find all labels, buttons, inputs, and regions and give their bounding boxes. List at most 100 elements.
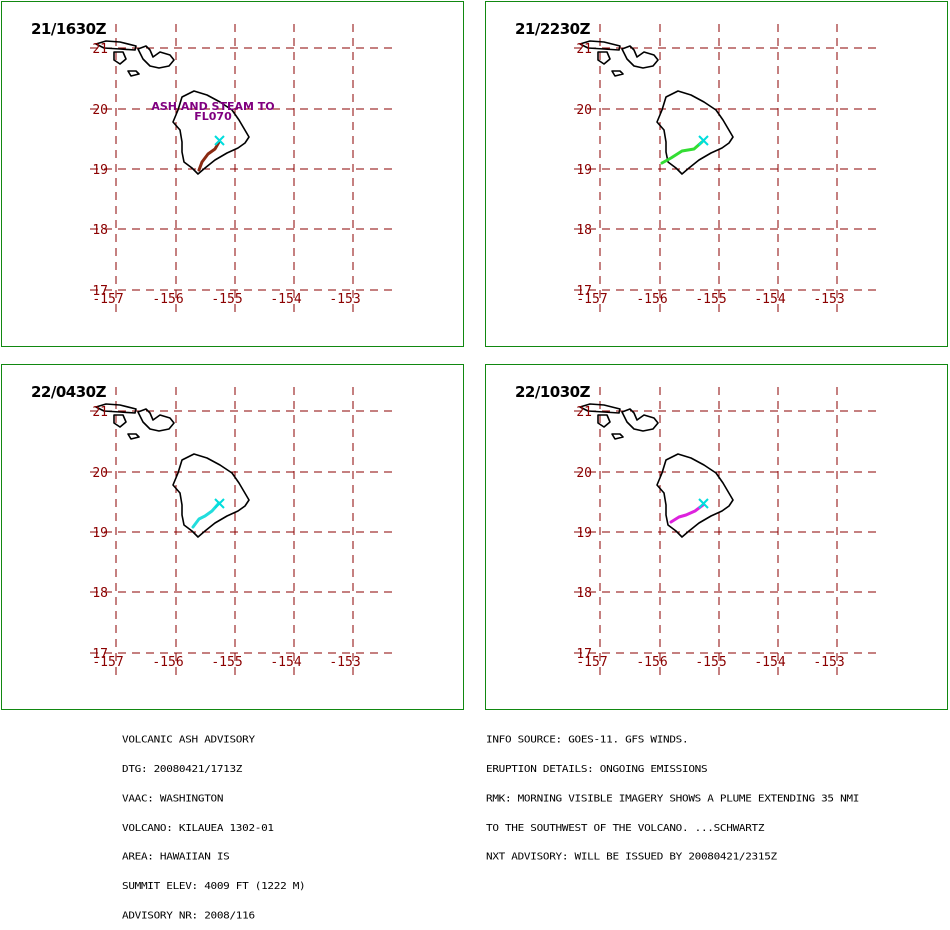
latitude-tick-label: 19 — [92, 526, 108, 541]
longitude-tick-label: -157 — [576, 292, 607, 307]
forecast-panel-1: 21 20 19 18 17 -157 -156 -155 -154 -153 ASH AND ST… — [1, 1, 464, 347]
longitude-tick-label: -154 — [754, 292, 785, 307]
latitude-tick-label: 19 — [576, 163, 592, 178]
molokai-island-outline — [95, 40, 137, 51]
lanai-island-outline — [597, 51, 611, 65]
forecast-panel-4: 21 20 19 18 17 -157 -156 -155 -154 -153 22/1030Z — [485, 364, 948, 710]
info-line: INFO SOURCE: GOES-11. GFS WINDS. — [486, 733, 689, 746]
map-canvas: 21 20 19 18 17-157 -156 -155 -154 -153 — [574, 387, 881, 675]
ash-plume — [669, 503, 705, 524]
kahoolawe-island-outline — [127, 70, 140, 77]
latitude-tick-label: 18 — [576, 223, 592, 238]
latitude-tick-label: 18 — [576, 586, 592, 601]
lanai-island-outline — [113, 51, 127, 65]
longitude-tick-label: -157 — [92, 292, 123, 307]
advisory-header: VOLCANIC ASH ADVISORY DTG: 20080421/1713… — [122, 716, 306, 930]
latitude-tick-label: 17 — [576, 284, 592, 299]
maui-island-outline — [137, 45, 175, 69]
panel-time-label: 22/1030Z — [515, 383, 590, 401]
longitude-tick-label: -155 — [695, 655, 726, 670]
latitude-tick-label: 20 — [576, 103, 592, 118]
volcano-marker — [214, 498, 225, 509]
ash-plume — [197, 140, 221, 172]
longitude-tick-label: -153 — [813, 292, 844, 307]
latitude-tick-label: 19 — [576, 526, 592, 541]
plume-annotation: FL070 — [194, 110, 232, 123]
longitude-tick-label: -154 — [270, 292, 301, 307]
kahoolawe-island-outline — [611, 433, 624, 440]
forecast-panel-3: 21 20 19 18 17 -157 -156 -155 -154 -153 22/0430Z — [1, 364, 464, 710]
forecast-panel-2: 21 20 19 18 17 -157 -156 -155 -154 -153 21/2230Z — [485, 1, 948, 347]
advisory-line: AREA: HAWAIIAN IS — [122, 850, 230, 863]
longitude-tick-label: -153 — [329, 292, 360, 307]
longitude-tick-label: -156 — [636, 292, 667, 307]
longitude-tick-label: -153 — [813, 655, 844, 670]
latitude-tick-label: 17 — [92, 647, 108, 662]
panel-time-label: 21/1630Z — [31, 20, 106, 38]
latitude-tick-label: 18 — [92, 586, 108, 601]
hawaii-island-outline — [656, 90, 734, 175]
volcano-marker-stroke — [214, 498, 225, 509]
advisory-line: SUMMIT ELEV: 4009 FT (1222 M) — [122, 879, 306, 892]
kahoolawe-island-outline — [127, 433, 140, 440]
longitude-tick-label: -156 — [152, 655, 183, 670]
latitude-tick-label: 17 — [92, 284, 108, 299]
ash-plume — [660, 140, 704, 165]
molokai-island-outline — [95, 403, 137, 414]
longitude-tick-label: -154 — [754, 655, 785, 670]
advisory-line: VOLCANIC ASH ADVISORY — [122, 733, 255, 746]
advisory-line: VOLCANO: KILAUEA 1302-01 — [122, 821, 274, 834]
ash-plume — [191, 501, 221, 529]
latitude-tick-label: 19 — [92, 163, 108, 178]
longitude-tick-label: -156 — [152, 292, 183, 307]
latitude-tick-label: 21 — [92, 405, 108, 420]
info-line: NXT ADVISORY: WILL BE ISSUED BY 20080421… — [486, 850, 777, 863]
kahoolawe-island-outline — [611, 70, 624, 77]
latitude-tick-label: 20 — [92, 466, 108, 481]
advisory-line: ADVISORY NR: 2008/116 — [122, 909, 255, 922]
info-line: TO THE SOUTHWEST OF THE VOLCANO. ...SCHW… — [486, 821, 765, 834]
longitude-tick-label: -154 — [270, 655, 301, 670]
molokai-island-outline — [579, 40, 621, 51]
map-canvas: 21 20 19 18 17-157 -156 -155 -154 -153 — [574, 24, 881, 312]
longitude-tick-label: -153 — [329, 655, 360, 670]
hawaii-island-outline — [172, 90, 250, 175]
longitude-tick-label: -157 — [92, 655, 123, 670]
volcano-marker — [214, 135, 225, 146]
latitude-tick-label: 20 — [576, 466, 592, 481]
latitude-tick-label: 20 — [92, 103, 108, 118]
volcano-marker-stroke — [698, 135, 709, 146]
molokai-island-outline — [579, 403, 621, 414]
latitude-tick-label: 21 — [576, 405, 592, 420]
longitude-tick-label: -157 — [576, 655, 607, 670]
volcano-marker-stroke — [214, 135, 225, 146]
maui-island-outline — [137, 408, 175, 432]
lanai-island-outline — [113, 414, 127, 428]
advisory-line: DTG: 20080421/1713Z — [122, 762, 243, 775]
latitude-tick-label: 21 — [92, 42, 108, 57]
map-canvas: 21 20 19 18 17-157 -156 -155 -154 -153 ASH AND ST… — [90, 24, 397, 312]
lanai-island-outline — [597, 414, 611, 428]
volcano-marker-stroke — [698, 498, 709, 509]
plume-annotation: ASH AND STEAM TO — [151, 100, 274, 113]
latitude-tick-label: 21 — [576, 42, 592, 57]
info-line: RMK: MORNING VISIBLE IMAGERY SHOWS A PLU… — [486, 792, 860, 805]
map-canvas: 21 20 19 18 17-157 -156 -155 -154 -153 — [90, 387, 397, 675]
latitude-tick-label: 18 — [92, 223, 108, 238]
info-line: ERUPTION DETAILS: ONGOING EMISSIONS — [486, 762, 708, 775]
longitude-tick-label: -155 — [211, 292, 242, 307]
longitude-tick-label: -155 — [695, 292, 726, 307]
volcano-marker — [698, 498, 709, 509]
advisory-details: INFO SOURCE: GOES-11. GFS WINDS. ERUPTIO… — [486, 716, 859, 872]
panel-time-label: 21/2230Z — [515, 20, 590, 38]
latitude-tick-label: 17 — [576, 647, 592, 662]
volcano-marker — [698, 135, 709, 146]
hawaii-island-outline — [172, 453, 250, 538]
maui-island-outline — [621, 45, 659, 69]
maui-island-outline — [621, 408, 659, 432]
longitude-tick-label: -155 — [211, 655, 242, 670]
advisory-line: VAAC: WASHINGTON — [122, 792, 224, 805]
panel-time-label: 22/0430Z — [31, 383, 106, 401]
longitude-tick-label: -156 — [636, 655, 667, 670]
hawaii-island-outline — [656, 453, 734, 538]
